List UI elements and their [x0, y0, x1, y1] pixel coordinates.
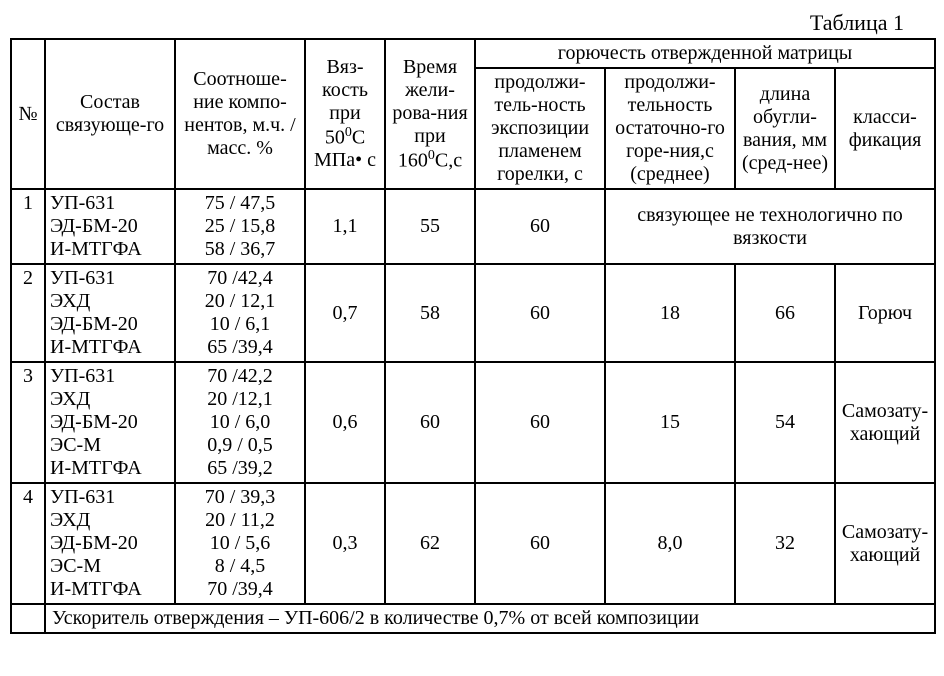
cell-gel: 55	[385, 189, 475, 264]
cell-visc: 1,1	[305, 189, 385, 264]
col-sub4: класси-фикация	[835, 68, 935, 189]
cell-ratio: 70 / 39,3 20 / 11,2 10 / 5,6 8 / 4,5 70 …	[175, 483, 305, 604]
cell-visc: 0,7	[305, 264, 385, 362]
cell-comp: УП-631 ЭХД ЭД-БМ-20 ЭС-М И-МТГФА	[45, 483, 175, 604]
cell-ratio: 70 /42,2 20 /12,1 10 / 6,0 0,9 / 0,5 65 …	[175, 362, 305, 483]
cell-gel: 58	[385, 264, 475, 362]
table-row: 3УП-631 ЭХД ЭД-БМ-20 ЭС-М И-МТГФА70 /42,…	[11, 362, 935, 483]
cell-merged-note: связующее не технологично по вязкости	[605, 189, 935, 264]
cell-gel: 60	[385, 362, 475, 483]
cell-comp: УП-631 ЭХД ЭД-БМ-20 И-МТГФА	[45, 264, 175, 362]
cell-resid: 15	[605, 362, 735, 483]
col-num: №	[11, 39, 45, 189]
table-body: 1УП-631 ЭД-БМ-20 И-МТГФА75 / 47,5 25 / 1…	[11, 189, 935, 633]
cell-ratio: 70 /42,4 20 / 12,1 10 / 6,1 65 /39,4	[175, 264, 305, 362]
cell-exp: 60	[475, 264, 605, 362]
footer-text: Ускоритель отверждения – УП-606/2 в коли…	[45, 604, 935, 633]
col-visc: Вяз-кость при 500С МПа• с	[305, 39, 385, 189]
footer-num	[11, 604, 45, 633]
cell-comp: УП-631 ЭД-БМ-20 И-МТГФА	[45, 189, 175, 264]
header-row-1: № Состав связующе-го Соотноше-ние компо-…	[11, 39, 935, 68]
cell-visc: 0,3	[305, 483, 385, 604]
cell-class: Самозату-хающий	[835, 483, 935, 604]
col-gel: Время жели-рова-ния при 1600С,с	[385, 39, 475, 189]
cell-resid: 8,0	[605, 483, 735, 604]
cell-char: 66	[735, 264, 835, 362]
col-visc-sup: 0	[345, 125, 352, 140]
col-gel-sup: 0	[428, 148, 435, 163]
table-row: 2УП-631 ЭХД ЭД-БМ-20 И-МТГФА70 /42,4 20 …	[11, 264, 935, 362]
cell-num: 4	[11, 483, 45, 604]
cell-gel: 62	[385, 483, 475, 604]
cell-class: Горюч	[835, 264, 935, 362]
cell-num: 3	[11, 362, 45, 483]
col-sub3: длина обугли-вания, мм (сред-нее)	[735, 68, 835, 189]
cell-comp: УП-631 ЭХД ЭД-БМ-20 ЭС-М И-МТГФА	[45, 362, 175, 483]
cell-char: 54	[735, 362, 835, 483]
cell-resid: 18	[605, 264, 735, 362]
col-gel-post: С,с	[435, 149, 462, 171]
cell-num: 2	[11, 264, 45, 362]
cell-char: 32	[735, 483, 835, 604]
cell-exp: 60	[475, 189, 605, 264]
table-row: 1УП-631 ЭД-БМ-20 И-МТГФА75 / 47,5 25 / 1…	[11, 189, 935, 264]
col-group: горючесть отвержденной матрицы	[475, 39, 935, 68]
col-comp: Состав связующе-го	[45, 39, 175, 189]
cell-exp: 60	[475, 483, 605, 604]
data-table: № Состав связующе-го Соотноше-ние компо-…	[10, 38, 936, 634]
col-ratio: Соотноше-ние компо-нентов, м.ч. / масс. …	[175, 39, 305, 189]
footer-row: Ускоритель отверждения – УП-606/2 в коли…	[11, 604, 935, 633]
cell-class: Самозату-хающий	[835, 362, 935, 483]
cell-ratio: 75 / 47,5 25 / 15,8 58 / 36,7	[175, 189, 305, 264]
col-sub2: продолжи-тельность остаточно-го горе-ния…	[605, 68, 735, 189]
cell-num: 1	[11, 189, 45, 264]
cell-visc: 0,6	[305, 362, 385, 483]
col-sub1: продолжи-тель-ность экспозиции пламенем …	[475, 68, 605, 189]
cell-exp: 60	[475, 362, 605, 483]
table-caption: Таблица 1	[10, 10, 934, 36]
table-row: 4УП-631 ЭХД ЭД-БМ-20 ЭС-М И-МТГФА70 / 39…	[11, 483, 935, 604]
